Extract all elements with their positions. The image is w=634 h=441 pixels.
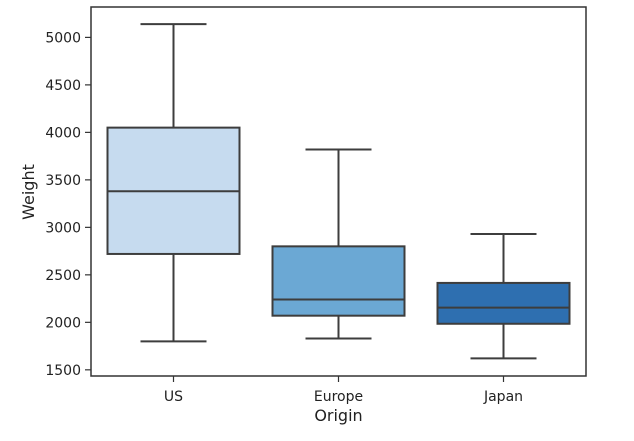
x-axis-label: Origin — [314, 406, 362, 425]
y-axis-label: Weight — [19, 164, 38, 220]
x-tick-label: Europe — [314, 389, 363, 405]
box-group-europe — [271, 148, 406, 340]
y-tick-label: 4000 — [45, 125, 81, 141]
iqr-box-europe — [271, 245, 406, 317]
x-axis-ticks: US Europe Japan — [164, 376, 523, 405]
box-group-us — [106, 23, 241, 343]
marks-layer — [106, 23, 571, 360]
x-tick-label: Japan — [483, 389, 523, 405]
y-tick-label: 4500 — [45, 78, 81, 94]
y-tick-label: 2000 — [45, 315, 81, 331]
box-group-japan — [436, 233, 571, 360]
y-tick-label: 1500 — [45, 363, 81, 379]
y-axis-ticks: 1500 2000 2500 3000 3500 4000 4500 5000 — [45, 30, 91, 379]
y-tick-label: 3500 — [45, 173, 81, 189]
y-tick-label: 3000 — [45, 220, 81, 236]
x-tick-label: US — [164, 389, 183, 405]
y-tick-label: 5000 — [45, 30, 81, 46]
y-tick-label: 2500 — [45, 268, 81, 284]
iqr-box-japan — [436, 281, 571, 325]
